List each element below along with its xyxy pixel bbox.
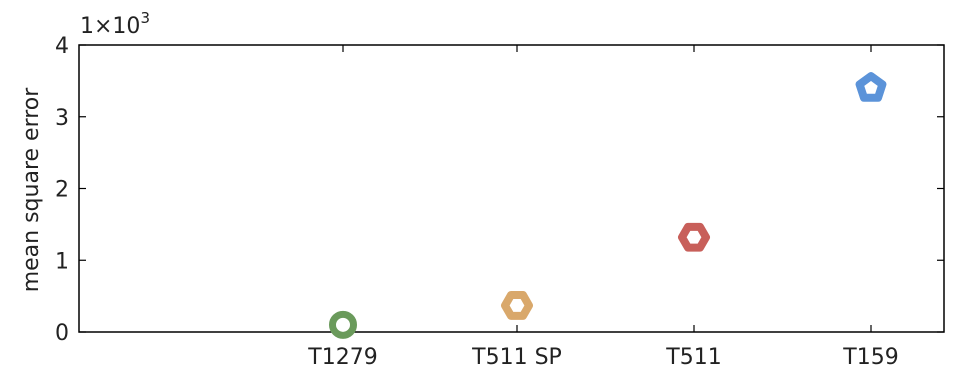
data-point-t511-sp: [505, 295, 529, 316]
y-axis-multiplier: 1×103: [80, 9, 150, 39]
y-axis: 0 1 2 3 4: [55, 34, 944, 346]
plot-frame: [79, 45, 944, 332]
y-tick-label: 1: [55, 249, 69, 274]
plot-area: [79, 45, 944, 332]
y-tick-label: 3: [55, 106, 69, 131]
y-axis-multiplier-exponent: 3: [140, 9, 150, 27]
x-tick-label: T1279: [307, 345, 377, 365]
x-tick-label: T511 SP: [471, 345, 562, 365]
data-point-t511: [682, 227, 706, 248]
x-tick-label: T511: [665, 345, 721, 365]
y-axis-multiplier-base: 1×10: [80, 14, 140, 39]
data-point-t159: [860, 76, 883, 98]
x-axis: T1279 T511 SP T511 T159: [307, 45, 898, 365]
data-markers: [333, 76, 883, 335]
data-point-t1279: [333, 314, 354, 335]
y-tick-label: 2: [55, 178, 69, 203]
x-tick-label: T159: [842, 345, 898, 365]
y-axis-label: mean square error: [19, 87, 44, 293]
y-tick-label: 0: [55, 321, 69, 346]
y-tick-label: 4: [55, 34, 69, 59]
